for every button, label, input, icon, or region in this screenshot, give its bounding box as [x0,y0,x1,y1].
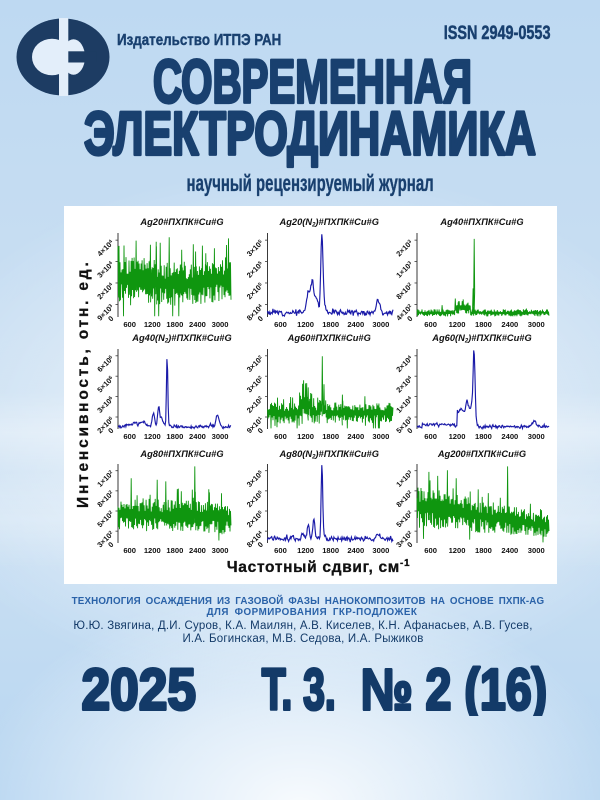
svg-text:2400: 2400 [347,432,364,441]
svg-text:1200: 1200 [449,320,466,329]
svg-text:Ag60#ПХПК#Cu#G: Ag60#ПХПК#Cu#G [287,333,371,343]
svg-text:600: 600 [123,546,136,555]
svg-text:3000: 3000 [212,320,229,329]
svg-text:600: 600 [274,320,287,329]
svg-text:2025: 2025 [82,658,197,723]
svg-text:2400: 2400 [501,432,518,441]
svg-text:3×104: 3×104 [95,259,115,279]
svg-text:1800: 1800 [475,320,492,329]
svg-text:ЭЛЕКТРОДИНАМИКА: ЭЛЕКТРОДИНАМИКА [84,100,536,169]
svg-text:0: 0 [256,540,265,549]
svg-text:1200: 1200 [297,432,314,441]
svg-text:1200: 1200 [297,320,314,329]
svg-text:5×106: 5×106 [95,374,115,394]
svg-text:6×106: 6×106 [95,354,115,374]
svg-text:Ag80(N2)#ПХПК#Cu#G: Ag80(N2)#ПХПК#Cu#G [279,449,379,461]
svg-text:3000: 3000 [212,432,229,441]
svg-text:3000: 3000 [528,320,545,329]
svg-text:2×105: 2×105 [245,259,265,279]
svg-text:0: 0 [106,314,115,323]
svg-text:0: 0 [106,540,115,549]
svg-text:5×102: 5×102 [394,509,414,529]
svg-text:2400: 2400 [347,546,364,555]
svg-text:2×102: 2×102 [245,394,265,414]
svg-text:600: 600 [123,320,136,329]
svg-text:5×102: 5×102 [95,509,115,529]
svg-text:2400: 2400 [189,432,206,441]
svg-text:0: 0 [405,426,414,435]
svg-text:Т. 3.: Т. 3. [262,658,336,723]
svg-text:2400: 2400 [501,546,518,555]
svg-text:0: 0 [106,426,115,435]
svg-text:600: 600 [274,432,287,441]
svg-text:1200: 1200 [144,546,161,555]
svg-text:2400: 2400 [501,320,518,329]
svg-text:8×102: 8×102 [95,489,115,509]
svg-text:600: 600 [424,320,437,329]
svg-text:Ag20#ПХПК#Cu#G: Ag20#ПХПК#Cu#G [139,217,223,227]
svg-text:2400: 2400 [189,546,206,555]
svg-text:0: 0 [256,426,265,435]
svg-text:Ag40#ПХПК#Cu#G: Ag40#ПХПК#Cu#G [439,217,523,227]
svg-text:Ag20(N2)#ПХПК#Cu#G: Ag20(N2)#ПХПК#Cu#G [279,217,379,229]
svg-text:4×104: 4×104 [95,238,115,258]
svg-text:1200: 1200 [449,546,466,555]
svg-text:8×102: 8×102 [394,489,414,509]
svg-text:2400: 2400 [347,320,364,329]
svg-text:600: 600 [123,432,136,441]
svg-text:1800: 1800 [475,432,492,441]
svg-text:3000: 3000 [372,546,389,555]
svg-text:2×104: 2×104 [394,354,414,374]
svg-text:3×102: 3×102 [245,374,265,394]
svg-text:2×104: 2×104 [394,374,414,394]
svg-text:3×106: 3×106 [95,394,115,414]
svg-text:1200: 1200 [297,546,314,555]
svg-text:0: 0 [405,540,414,549]
svg-text:1800: 1800 [322,432,339,441]
svg-text:3000: 3000 [372,432,389,441]
svg-text:600: 600 [424,432,437,441]
svg-text:1200: 1200 [144,320,161,329]
svg-text:3×102: 3×102 [245,354,265,374]
svg-text:3×105: 3×105 [245,238,265,258]
svg-text:0: 0 [256,314,265,323]
svg-text:3000: 3000 [528,432,545,441]
svg-text:1800: 1800 [475,546,492,555]
svg-text:3000: 3000 [372,320,389,329]
svg-text:№ 2 (16): № 2 (16) [361,658,548,723]
svg-text:Ag80#ПХПК#Cu#G: Ag80#ПХПК#Cu#G [139,449,223,459]
svg-text:Ag60(N2)#ПХПК#Cu#G: Ag60(N2)#ПХПК#Cu#G [431,333,531,345]
svg-text:СОВРЕМЕННАЯ: СОВРЕМЕННАЯ [153,48,472,117]
svg-text:3000: 3000 [212,546,229,555]
svg-text:600: 600 [424,546,437,555]
svg-text:2×104: 2×104 [95,281,115,301]
svg-text:3×105: 3×105 [245,469,265,489]
svg-text:3000: 3000 [528,546,545,555]
svg-text:1200: 1200 [449,432,466,441]
svg-text:2×105: 2×105 [245,281,265,301]
svg-text:1×102: 1×102 [95,469,115,489]
svg-text:1800: 1800 [166,320,183,329]
svg-text:Ag40(N2)#ПХПК#Cu#G: Ag40(N2)#ПХПК#Cu#G [131,333,231,345]
svg-text:600: 600 [274,546,287,555]
svg-text:1×103: 1×103 [394,259,414,279]
svg-text:8×102: 8×102 [394,281,414,301]
svg-text:2400: 2400 [189,320,206,329]
svg-text:1800: 1800 [166,546,183,555]
svg-text:1×104: 1×104 [394,394,414,414]
svg-text:1800: 1800 [166,432,183,441]
svg-text:2×105: 2×105 [245,509,265,529]
svg-text:2×103: 2×103 [394,238,414,258]
svg-text:1800: 1800 [322,546,339,555]
svg-text:1×103: 1×103 [394,469,414,489]
svg-text:2×105: 2×105 [245,489,265,509]
svg-text:Ag200#ПХПК#Cu#G: Ag200#ПХПК#Cu#G [437,449,526,459]
svg-text:1200: 1200 [144,432,161,441]
svg-text:1800: 1800 [322,320,339,329]
svg-text:0: 0 [405,314,414,323]
